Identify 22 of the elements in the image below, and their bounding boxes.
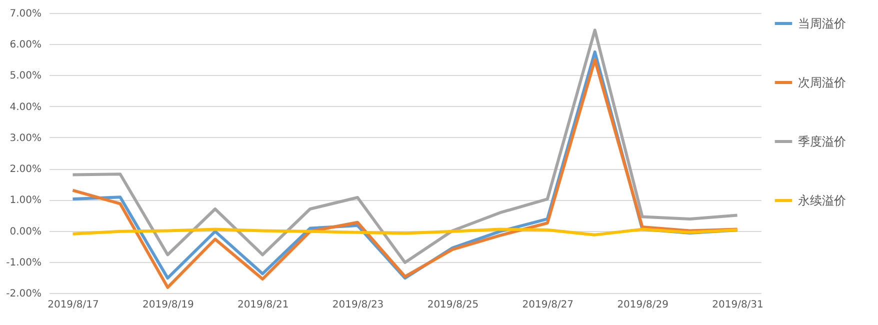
y-tick-label: -2.00%	[6, 288, 42, 300]
legend-label: 季度溢价	[798, 134, 846, 148]
y-tick-label: 5.00%	[10, 70, 42, 82]
y-tick-label: 0.00%	[10, 226, 42, 238]
x-tick-label: 2019/8/17	[48, 300, 99, 310]
y-tick-label: 3.00%	[10, 132, 42, 144]
x-tick-label: 2019/8/27	[522, 300, 574, 310]
x-tick-label: 2019/8/19	[142, 300, 194, 310]
y-tick-label: 6.00%	[10, 40, 42, 51]
y-tick-label: 4.00%	[10, 102, 42, 113]
x-tick-label: 2019/8/31	[712, 300, 764, 310]
x-tick-label: 2019/8/25	[427, 300, 479, 310]
legend-label: 永续溢价	[798, 194, 846, 208]
legend-label: 次周溢价	[798, 76, 846, 90]
x-tick-label: 2019/8/21	[237, 300, 289, 310]
legend-label: 当周溢价	[798, 16, 846, 30]
y-tick-label: 7.00%	[10, 8, 42, 20]
x-tick-label: 2019/8/23	[332, 300, 384, 310]
x-tick-label: 2019/8/29	[617, 300, 668, 310]
y-tick-label: 2.00%	[10, 164, 42, 176]
y-tick-label: 1.00%	[10, 195, 42, 206]
y-tick-label: -1.00%	[6, 257, 42, 268]
